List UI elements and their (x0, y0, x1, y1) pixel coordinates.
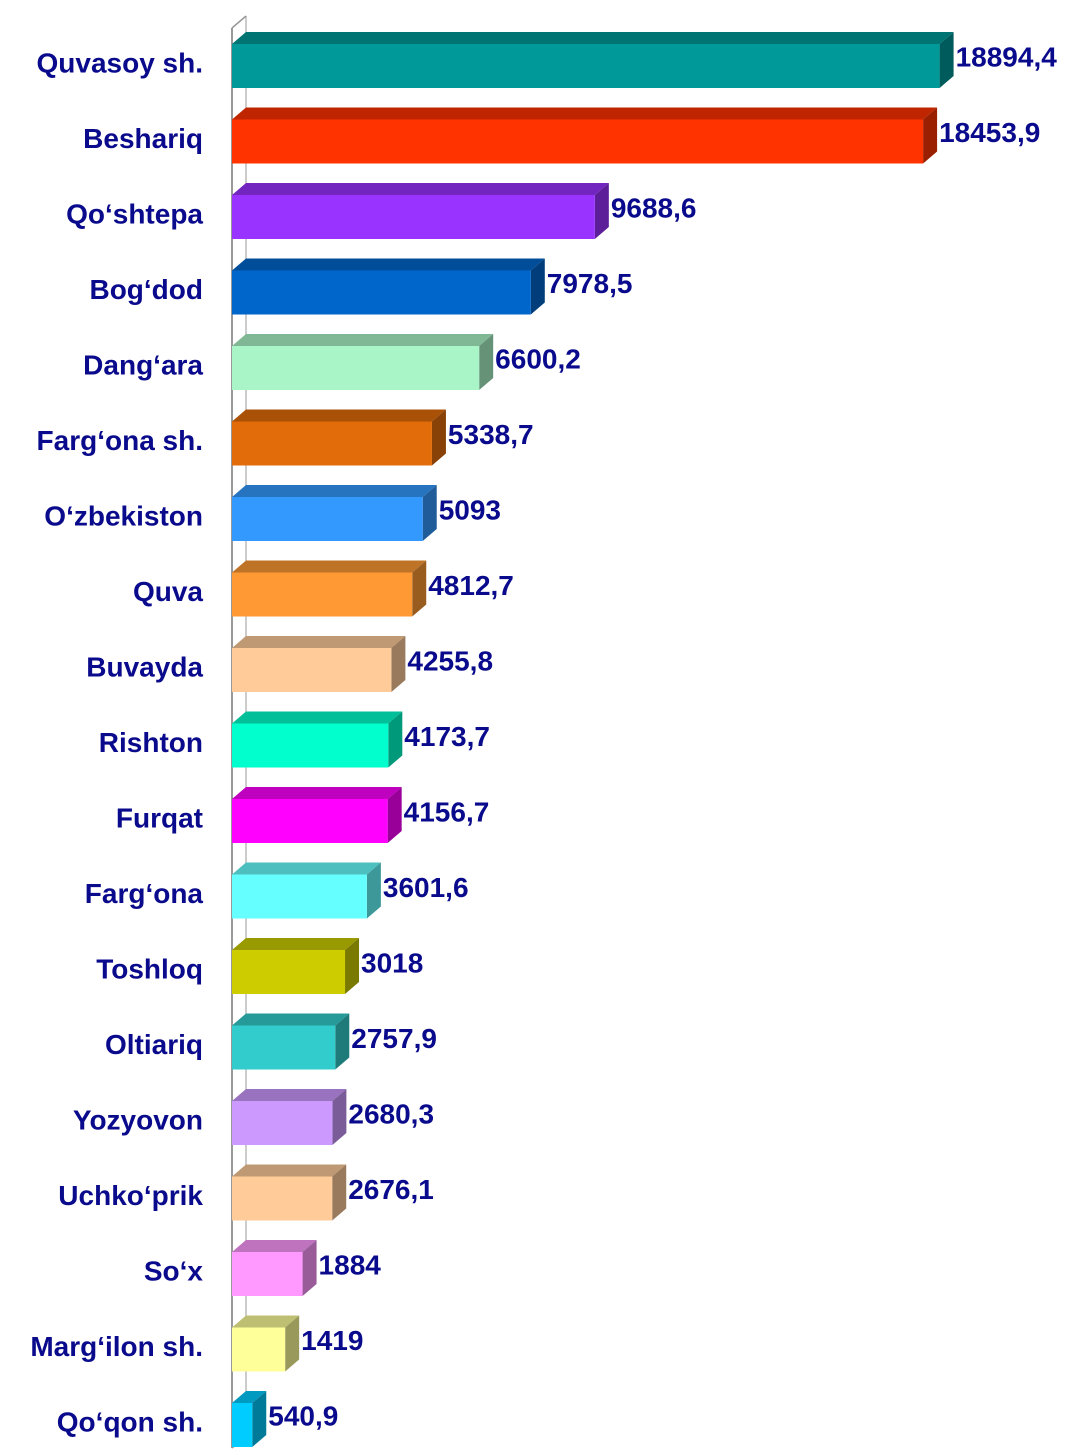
bar-side (530, 258, 545, 315)
bar-top (232, 1164, 347, 1177)
bar-side (252, 1391, 267, 1447)
bar-side (332, 1089, 347, 1145)
bar (232, 1176, 333, 1221)
bar (232, 119, 924, 164)
axis-wall-top (231, 15, 247, 29)
bar (232, 874, 367, 919)
value-label: 4255,8 (407, 645, 493, 676)
y-tick-label: O‘zbekiston (44, 500, 203, 531)
bar (232, 1403, 253, 1447)
bar-side (285, 1315, 300, 1372)
bar (232, 1327, 286, 1372)
y-tick-label: So‘x (144, 1255, 204, 1286)
bar-top (232, 107, 938, 120)
bar-side (345, 938, 360, 994)
bar-top (232, 1391, 267, 1403)
value-label: 1884 (319, 1249, 382, 1280)
bar-top (232, 938, 360, 950)
bar-side (479, 334, 494, 390)
bar (232, 1101, 333, 1145)
bar (232, 723, 389, 768)
bar-top (232, 787, 402, 799)
y-tick-label: Farg‘ona (85, 878, 204, 909)
value-label: 7978,5 (547, 268, 633, 299)
bar-side (332, 1164, 347, 1221)
bar (232, 1252, 303, 1296)
bar (232, 572, 413, 617)
value-label: 3018 (361, 947, 423, 978)
bar-side (388, 711, 403, 768)
bar (232, 950, 346, 994)
value-label: 5093 (439, 494, 501, 525)
bar-top (232, 32, 954, 44)
y-tick-label: Yozyovon (73, 1104, 203, 1135)
y-tick-label: Quva (133, 576, 203, 607)
bar-top (232, 862, 381, 875)
value-label: 5338,7 (448, 419, 534, 450)
bar-top (232, 258, 545, 271)
bar-side (366, 862, 381, 919)
bar-side (412, 560, 427, 617)
bar-top (232, 1013, 350, 1026)
value-label: 18453,9 (939, 117, 1040, 148)
bar-side (422, 485, 437, 541)
bar-top (232, 409, 446, 422)
bar-side (302, 1240, 317, 1296)
y-tick-label: Bog‘dod (89, 274, 203, 305)
bar (232, 346, 480, 390)
bar-top (232, 183, 609, 195)
bar-side (387, 787, 402, 843)
value-label: 9688,6 (611, 192, 697, 223)
bar (232, 421, 432, 466)
y-tick-label: Uchko‘prik (58, 1180, 203, 1211)
bar-side (431, 409, 446, 466)
y-tick-label: Buvayda (86, 651, 203, 682)
bar-side (594, 183, 609, 239)
bar-side (939, 32, 954, 88)
value-label: 2757,9 (351, 1023, 437, 1054)
bar-top (232, 334, 494, 346)
bar (232, 799, 388, 843)
bar-side (391, 636, 406, 692)
value-label: 2680,3 (348, 1098, 434, 1129)
value-label: 18894,4 (956, 41, 1058, 72)
y-tick-label: Rishton (99, 727, 203, 758)
y-tick-label: Dang‘ara (83, 349, 203, 380)
y-tick-label: Marg‘ilon sh. (30, 1331, 203, 1362)
value-label: 4156,7 (404, 796, 490, 827)
y-tick-label: Oltiariq (105, 1029, 203, 1060)
value-label: 540,9 (268, 1400, 338, 1431)
y-tick-label: Qo‘qon sh. (57, 1406, 203, 1437)
bar-side (923, 107, 938, 164)
bar-top (232, 560, 427, 573)
bar-top (232, 1089, 347, 1101)
y-tick-label: Furqat (116, 802, 203, 833)
bar (232, 195, 595, 239)
y-tick-label: Beshariq (83, 123, 203, 154)
y-tick-label: Toshloq (96, 953, 203, 984)
value-label: 6600,2 (495, 343, 581, 374)
value-label: 1419 (301, 1325, 363, 1356)
bar (232, 648, 392, 692)
y-tick-label: Farg‘ona sh. (37, 425, 203, 456)
bar (232, 1025, 336, 1070)
bar-top (232, 1240, 317, 1252)
bar-top (232, 711, 403, 724)
bar-top (232, 485, 437, 497)
y-tick-label: Qo‘shtepa (66, 198, 203, 229)
value-label: 4812,7 (428, 570, 514, 601)
bar (232, 270, 531, 315)
y-tick-label: Quvasoy sh. (36, 47, 203, 78)
bar-side (335, 1013, 350, 1070)
value-label: 4173,7 (404, 721, 490, 752)
value-label: 3601,6 (383, 872, 469, 903)
bar-top (232, 1315, 300, 1328)
bar (232, 44, 940, 88)
bar-top (232, 636, 406, 648)
bar (232, 497, 423, 541)
value-label: 2676,1 (348, 1174, 434, 1205)
